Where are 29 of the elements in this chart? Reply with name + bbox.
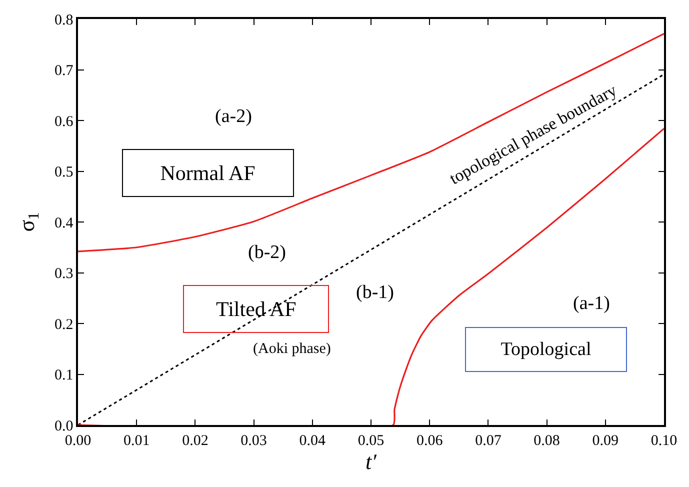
- annotation: Topological: [477, 339, 615, 360]
- x-tick-label: 0.05: [358, 432, 384, 449]
- y-tick-label: 0.8: [54, 12, 74, 28]
- y-tick-label: 0.5: [54, 164, 74, 180]
- y-tick-label: 0.1: [54, 368, 74, 384]
- x-tick-label: 0.04: [299, 432, 326, 449]
- x-tick-label: 0.01: [123, 432, 150, 449]
- x-tick-label: 0.03: [240, 432, 267, 449]
- x-tick-label: 0.06: [416, 432, 444, 449]
- x-tick-label: 0.07: [475, 432, 502, 449]
- x-axis-title: t′: [366, 449, 378, 474]
- x-tick-label: 0.02: [182, 432, 208, 449]
- y-tick-label: 0.6: [54, 114, 74, 130]
- annotation: (Aoki phase): [253, 341, 331, 357]
- y-tick-label: 0.4: [54, 215, 74, 232]
- annotation: Normal AF: [134, 161, 282, 185]
- annotation: (a-2): [215, 106, 252, 127]
- y-tick-label: 0.7: [54, 63, 74, 79]
- y-tick-label: 0.2: [54, 316, 74, 333]
- annotation: (b-2): [248, 242, 286, 263]
- x-tick-label: 0.08: [534, 432, 560, 449]
- annotation: Tilted AF: [195, 297, 318, 321]
- x-tick-label: 0.00: [64, 432, 92, 449]
- y-tick-label: 0.3: [54, 266, 74, 282]
- annotation: (a-1): [573, 293, 610, 314]
- x-tick-label: 0.09: [592, 432, 619, 449]
- x-tick-label: 0.10: [650, 432, 678, 449]
- y-tick-label: 0.0: [54, 418, 74, 434]
- annotation: (b-1): [356, 282, 394, 303]
